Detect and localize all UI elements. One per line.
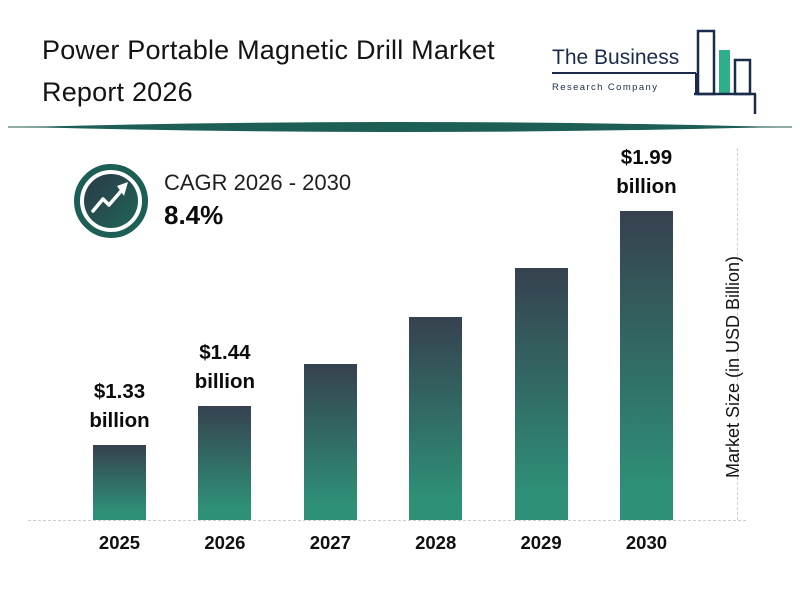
x-axis-tick-label-2025: 2025 — [98, 532, 141, 553]
bar-value-label-2026: $1.44 billion — [194, 341, 256, 393]
bar-chart-logo-icon — [694, 29, 757, 114]
bar-column-2028: 2028 — [409, 185, 463, 553]
bar-column-2025: $1.33 billion 2025 — [89, 185, 149, 553]
company-logo: The Business Research Company — [552, 29, 757, 114]
bar-2028 — [409, 317, 463, 520]
cagr-period-label: CAGR 2026 - 2030 — [164, 170, 352, 195]
x-axis-tick-label-2029: 2029 — [520, 532, 562, 553]
cagr-value: 8.4% — [164, 200, 224, 230]
bar-column-2026: $1.44 billion 2026 — [195, 185, 255, 553]
x-axis-baseline — [28, 520, 746, 521]
section-divider — [8, 122, 792, 132]
trend-arrow-icon — [74, 164, 148, 238]
bar-value-label-2030: $1.99 billion — [616, 146, 677, 198]
x-axis-tick-label-2030: 2030 — [625, 532, 668, 553]
bar-2026 — [198, 406, 252, 520]
bar-column-2029: 2029 — [514, 185, 568, 553]
x-axis-tick-label-2027: 2027 — [309, 532, 351, 553]
logo-name: The Business — [552, 46, 679, 69]
page-title-line2: Report 2026 — [42, 76, 193, 107]
bar-column-2030: $1.99 billion 2030 — [616, 146, 676, 553]
bar-2025 — [93, 445, 146, 520]
bar-chart: $1.33 billion 2025 $1.44 billion 2026 2027 20… — [89, 146, 676, 553]
bar-2027 — [303, 364, 357, 520]
logo-subtitle: Research Company — [552, 82, 658, 93]
y-axis-label: Market Size (in USD Billion) — [723, 255, 743, 479]
bar-2029 — [514, 268, 568, 520]
x-axis-tick-label-2028: 2028 — [415, 532, 457, 553]
right-dashed-gridline — [737, 148, 738, 520]
page-title: Power Portable Magnetic Drill Market Rep… — [42, 30, 495, 114]
bar-2030 — [619, 211, 673, 520]
page-title-line1: Power Portable Magnetic Drill Market — [42, 35, 495, 65]
bar-value-label-2025: $1.33 billion — [89, 380, 150, 432]
x-axis-tick-label-2026: 2026 — [204, 532, 246, 553]
bar-column-2027: 2027 — [303, 185, 357, 553]
